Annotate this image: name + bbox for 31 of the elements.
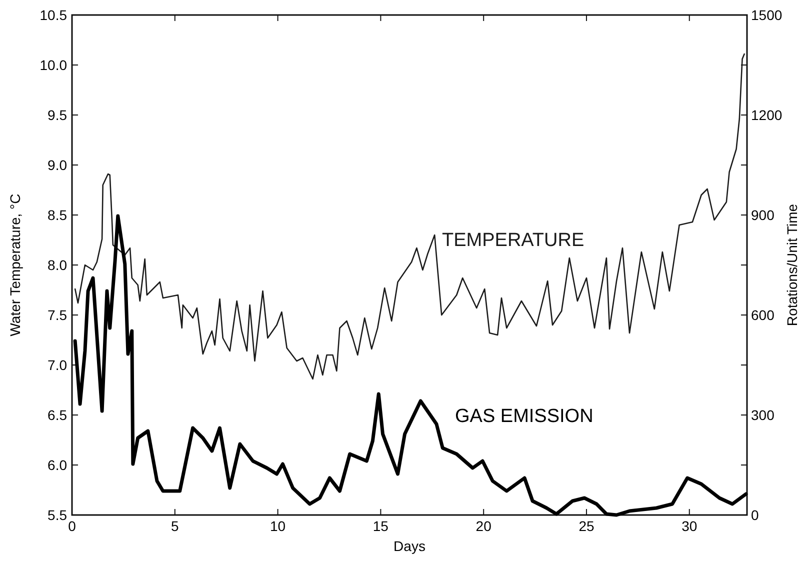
series-label: GAS EMISSION (455, 406, 594, 427)
y-tick-label: 9.5 (48, 107, 68, 123)
x-tick-label: 5 (171, 518, 179, 534)
y-axis-title: Water Temperature, °C (7, 194, 23, 336)
y2-tick-label: 600 (751, 307, 775, 323)
x-tick-label: 25 (578, 518, 594, 534)
y2-tick-label: 1200 (751, 107, 782, 123)
x-tick-label: 10 (270, 518, 286, 534)
x-tick-label: 15 (372, 518, 389, 534)
line-series (73, 214, 748, 517)
y-tick-label: 10.0 (40, 57, 68, 73)
y-tick-label: 7.0 (48, 357, 68, 373)
y-tick-label: 6.0 (48, 457, 68, 473)
y-tick-label: 10.5 (40, 7, 68, 23)
x-tick-label: 30 (682, 518, 698, 534)
y-tick-label: 5.5 (48, 507, 68, 523)
x-axis-title: Days (394, 538, 426, 554)
y2-tick-label: 0 (751, 507, 759, 523)
x-tick-label: 0 (68, 518, 76, 534)
y2-tick-label: 900 (751, 207, 775, 223)
y2-tick-label: 1500 (751, 7, 782, 23)
y-tick-label: 7.5 (48, 307, 68, 323)
y2-tick-label: 300 (751, 407, 775, 423)
y-tick-label: 9.0 (48, 157, 68, 173)
y-tick-label: 8.5 (48, 207, 68, 223)
y-tick-label: 8.0 (48, 257, 68, 273)
y2-axis-title: Rotations/Unit Time (784, 204, 800, 326)
x-tick-label: 20 (476, 518, 492, 534)
series-label: TEMPERATURE (442, 230, 584, 251)
line-series (74, 53, 745, 380)
y-tick-label: 6.5 (48, 407, 68, 423)
